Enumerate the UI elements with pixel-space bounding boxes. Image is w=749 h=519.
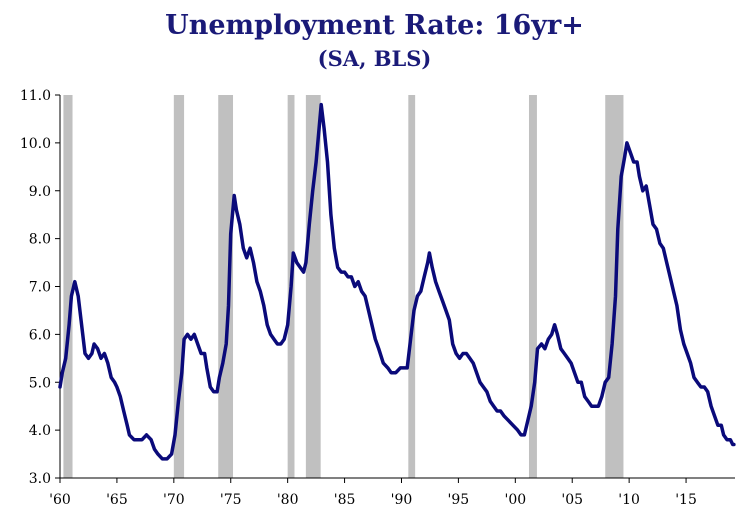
y-tick-label-6: 5.0 [29, 375, 51, 391]
recession-band-2 [218, 95, 234, 478]
y-tick-label-1: 10.0 [20, 136, 51, 152]
x-tick-label-3: '75 [220, 492, 242, 508]
y-axis-ticks: 11.0 10.0 9.0 8.0 7.0 6.0 5.0 4.0 3.0 [20, 88, 60, 487]
recession-band-4 [305, 95, 321, 478]
chart-subtitle: (SA, BLS) [317, 46, 432, 71]
y-tick-label-5: 6.0 [29, 327, 51, 343]
recession-band-0 [63, 95, 73, 478]
y-tick-label-2: 9.0 [29, 184, 51, 200]
x-tick-label-11: '15 [675, 492, 697, 508]
y-tick-label-3: 8.0 [29, 232, 51, 248]
x-tick-label-0: '60 [49, 492, 71, 508]
recession-band-1 [173, 95, 185, 478]
x-tick-label-2: '70 [163, 492, 185, 508]
y-tick-label-7: 4.0 [29, 423, 51, 439]
y-tick-label-0: 11.0 [20, 88, 51, 104]
recession-band-5 [408, 95, 416, 478]
x-tick-label-9: '05 [561, 492, 583, 508]
x-axis-ticks: '60 '65 '70 '75 '80 '85 '90 '95 '00 '05 '10 '15 [49, 478, 697, 508]
x-tick-label-7: '95 [448, 492, 470, 508]
series-lines [58, 102, 736, 461]
recession-band-6 [528, 95, 537, 478]
x-tick-label-8: '00 [504, 492, 526, 508]
x-tick-label-1: '65 [106, 492, 128, 508]
y-tick-label-8: 3.0 [29, 471, 51, 487]
chart-title: Unemployment Rate: 16yr+ [165, 10, 584, 41]
recession-bands [63, 95, 624, 478]
chart-axes [59, 95, 735, 479]
x-tick-label-4: '80 [277, 492, 299, 508]
x-tick-label-6: '90 [391, 492, 413, 508]
y-tick-label-4: 7.0 [29, 280, 51, 296]
x-tick-label-10: '10 [618, 492, 640, 508]
series-line-0 [58, 102, 736, 461]
x-tick-label-5: '85 [334, 492, 356, 508]
